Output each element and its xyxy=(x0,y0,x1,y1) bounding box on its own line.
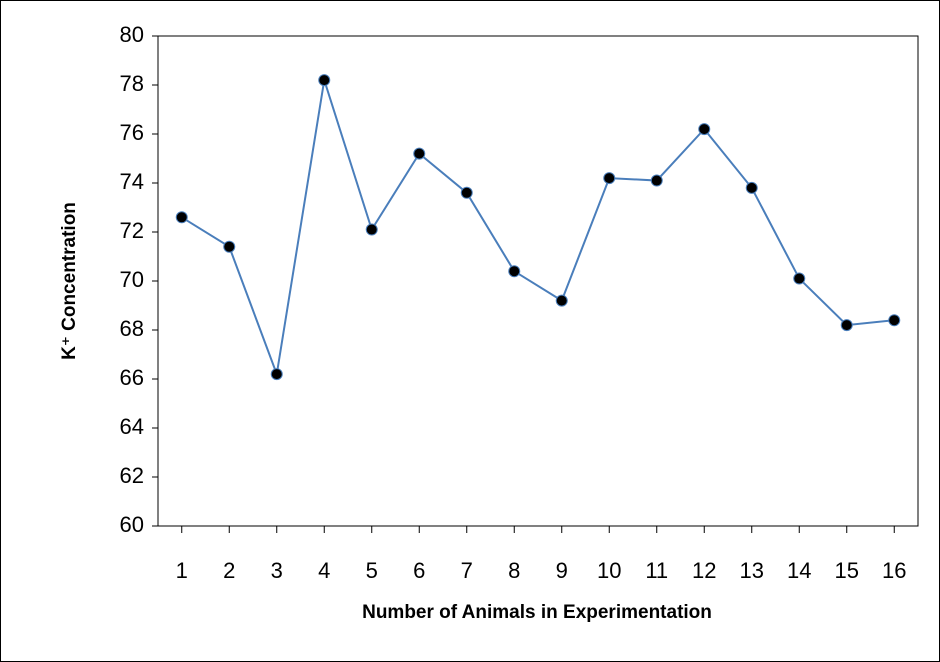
y-tick-label: 64 xyxy=(120,414,144,439)
y-tick-label: 68 xyxy=(120,316,144,341)
y-tick-label: 72 xyxy=(120,218,144,243)
data-point xyxy=(888,314,901,327)
x-tick-label: 16 xyxy=(882,558,906,583)
series-line xyxy=(181,79,895,378)
data-point xyxy=(223,240,236,253)
x-tick-label: 7 xyxy=(461,558,473,583)
data-point xyxy=(555,294,568,307)
data-point xyxy=(603,172,616,185)
y-tick-label: 80 xyxy=(120,22,144,47)
data-point xyxy=(365,223,378,236)
x-tick-label: 6 xyxy=(413,558,425,583)
data-point xyxy=(698,123,711,136)
y-tick-label: 66 xyxy=(120,365,144,390)
data-point xyxy=(318,74,331,87)
x-tick-label: 9 xyxy=(556,558,568,583)
data-point xyxy=(460,186,473,199)
x-tick-label: 14 xyxy=(787,558,811,583)
y-tick-label: 76 xyxy=(120,120,144,145)
x-tick-label: 2 xyxy=(223,558,235,583)
data-point xyxy=(840,319,853,332)
data-point xyxy=(413,147,426,160)
x-tick-label: 3 xyxy=(271,558,283,583)
x-tick-label: 15 xyxy=(835,558,859,583)
x-tick-label: 8 xyxy=(508,558,520,583)
y-tick-label: 62 xyxy=(120,463,144,488)
x-tick-label: 13 xyxy=(740,558,764,583)
x-tick-label: 1 xyxy=(176,558,188,583)
data-point xyxy=(650,174,663,187)
y-axis-title: K⁺ Concentration xyxy=(59,202,80,360)
data-point xyxy=(175,211,188,224)
data-point xyxy=(745,181,758,194)
x-tick-label: 4 xyxy=(318,558,330,583)
y-tick-label: 70 xyxy=(120,267,144,292)
data-point xyxy=(270,368,283,381)
x-tick-label: 11 xyxy=(645,558,668,583)
x-tick-label: 12 xyxy=(692,558,716,583)
data-point xyxy=(508,265,521,278)
x-axis-title: Number of Animals in Experimentation xyxy=(362,602,712,623)
y-tick-label: 78 xyxy=(120,71,144,96)
x-tick-label: 5 xyxy=(366,558,378,583)
y-tick-label: 74 xyxy=(120,169,144,194)
x-tick-label: 10 xyxy=(597,558,621,583)
data-point xyxy=(793,272,806,285)
y-tick-label: 60 xyxy=(120,512,144,537)
